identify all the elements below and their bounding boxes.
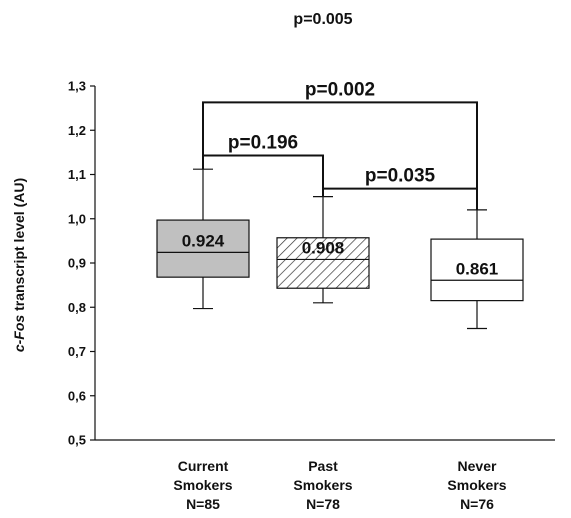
y-tick-label: 0,9 (68, 256, 86, 271)
y-tick-label: 1,3 (68, 79, 86, 94)
y-axis-label: c-Fos transcript level (AU) (11, 178, 27, 352)
median-value-label: 0.861 (456, 259, 499, 278)
category-label: N=85 (186, 496, 220, 512)
median-value-label: 0.908 (302, 238, 345, 257)
comparison-p-value: p=0.196 (228, 132, 298, 153)
category-labels: Current Smokers N=85 Past Smokers N=78 Never Sm… (173, 458, 506, 512)
y-tick-label: 0,7 (68, 344, 86, 359)
category-label: N=76 (460, 496, 494, 512)
box-group: 0.924 (156, 168, 250, 310)
comparison-bracket (322, 187, 478, 210)
comparison-p-value: p=0.035 (365, 166, 436, 187)
category-label: Never (458, 458, 497, 474)
category-label: Past (308, 458, 338, 474)
box-group: 0.908 (276, 196, 370, 304)
box-group: 0.861 (430, 209, 524, 330)
box-iqr (276, 237, 370, 289)
median-value-label: 0.924 (182, 231, 225, 250)
category-label: Smokers (173, 477, 232, 493)
y-tick-label: 0,8 (68, 300, 86, 315)
y-tick-label: 1,1 (68, 167, 86, 182)
comparison-p-value: p=0.002 (305, 79, 375, 100)
category-label: Smokers (293, 477, 352, 493)
boxes-group: 0.924 0.908 0.861 (156, 168, 524, 330)
comparison-bracket (202, 101, 478, 210)
box-iqr (430, 238, 524, 302)
y-tick-label: 0,5 (68, 433, 86, 448)
y-tick-label: 0,6 (68, 388, 86, 403)
chart-title: p=0.005 (293, 11, 352, 28)
comparison-brackets: p=0.196 p=0.035 p=0.002 (202, 79, 478, 210)
category-label: Current (178, 458, 229, 474)
y-tick-label: 1,0 (68, 211, 86, 226)
category-label: Smokers (447, 477, 506, 493)
y-ticks-group: 0,5 0,6 0,7 0,8 0,9 1,0 1,1 1,2 1,3 (68, 79, 95, 448)
box-iqr (156, 219, 250, 278)
category-label: N=78 (306, 496, 340, 512)
y-tick-label: 1,2 (68, 123, 86, 138)
comparison-bracket (202, 154, 324, 197)
